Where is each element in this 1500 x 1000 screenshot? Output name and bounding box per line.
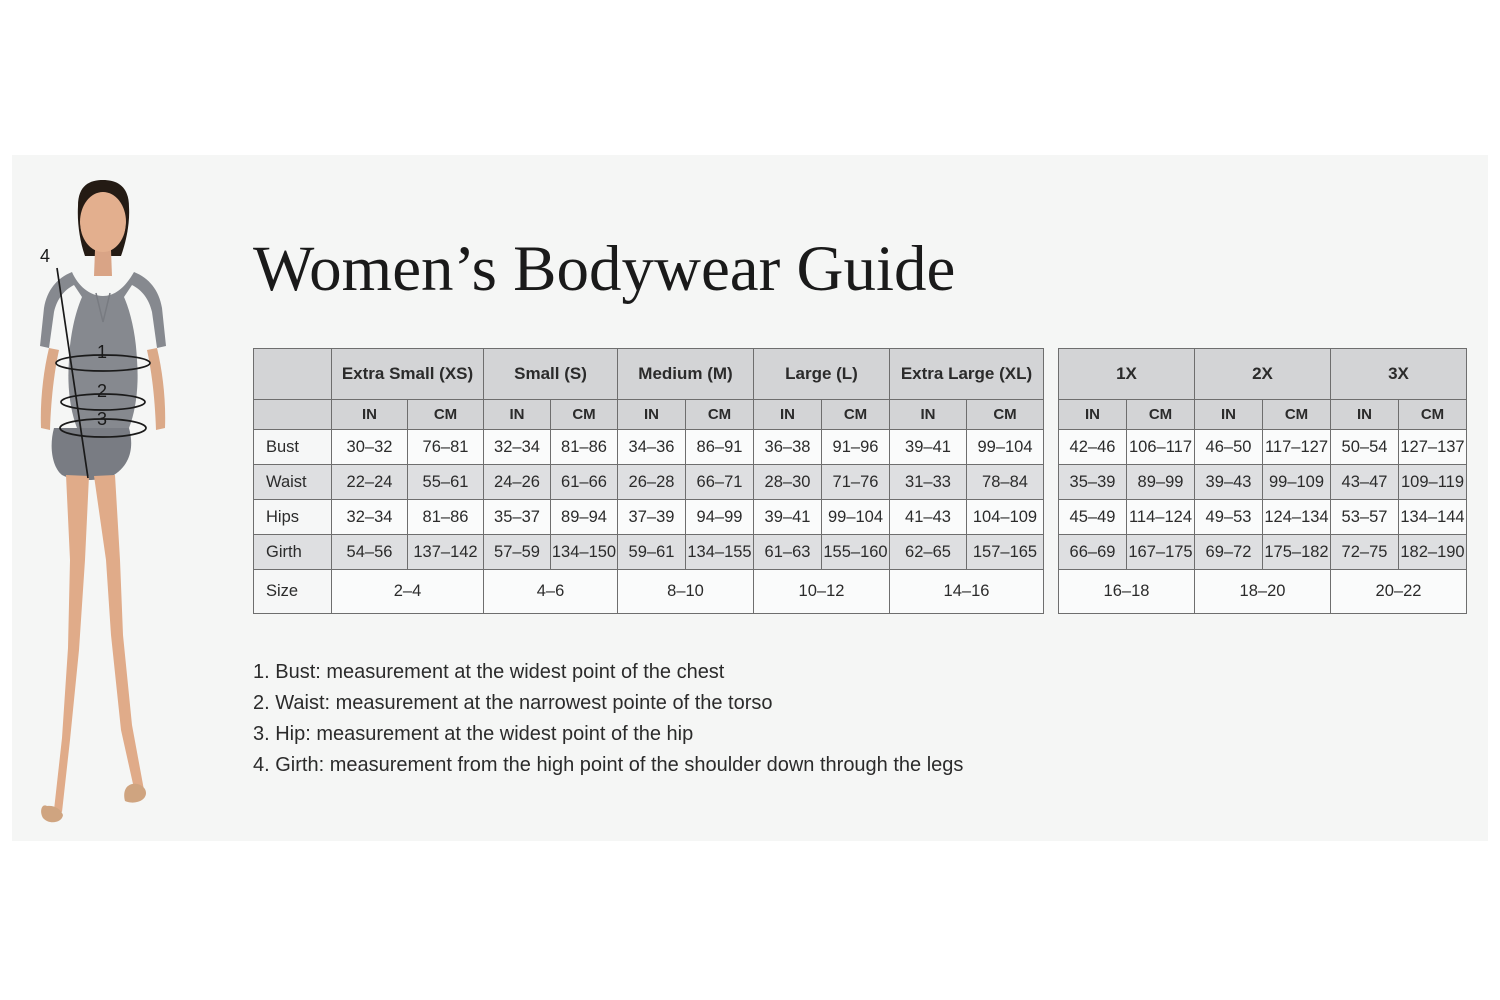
svg-text:1: 1 [97,342,107,362]
svg-text:4: 4 [40,246,50,266]
svg-text:3: 3 [97,409,107,429]
svg-text:2: 2 [97,381,107,401]
